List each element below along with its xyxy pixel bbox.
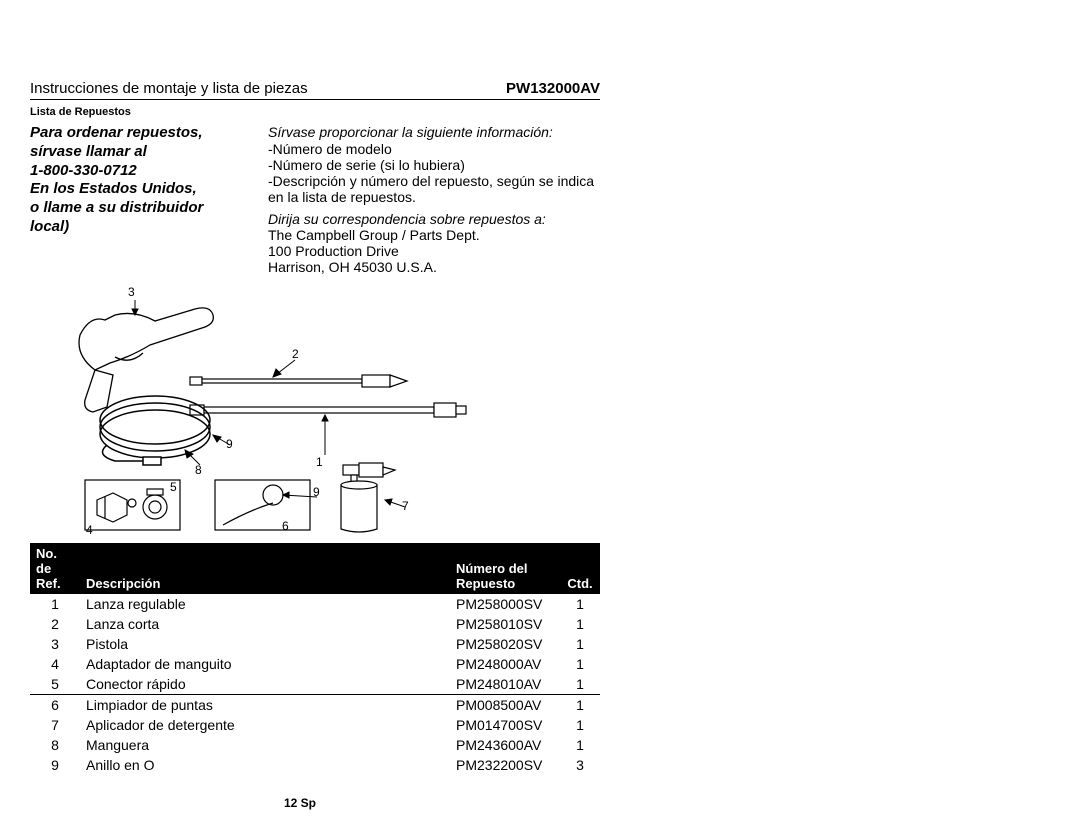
cell-part: PM248000AV xyxy=(450,654,560,674)
page-number: 12 Sp xyxy=(30,796,570,810)
cell-part: PM243600AV xyxy=(450,735,560,755)
header-model: PW132000AV xyxy=(506,80,600,97)
callout-9: 9 xyxy=(313,485,320,499)
cell-part: PM258000SV xyxy=(450,594,560,614)
cell-qty: 1 xyxy=(560,735,600,755)
address-line: Harrison, OH 45030 U.S.A. xyxy=(268,259,600,275)
order-line: 1-800-330-0712 xyxy=(30,162,250,181)
cell-desc: Pistola xyxy=(80,634,450,654)
info-bullet: -Número de serie (si lo hubiera) xyxy=(268,157,600,173)
col-ref: No. de Ref. xyxy=(30,543,80,594)
section-label: Lista de Repuestos xyxy=(30,106,600,118)
table-row: 7Aplicador de detergentePM014700SV1 xyxy=(30,715,600,735)
cell-qty: 1 xyxy=(560,594,600,614)
table-row: 1Lanza regulablePM258000SV1 xyxy=(30,594,600,614)
cell-part: PM258020SV xyxy=(450,634,560,654)
address-intro: Dirija su correspondencia sobre repuesto… xyxy=(268,211,600,227)
info-bullet: -Descripción y número del repuesto, segú… xyxy=(268,173,600,205)
cell-ref: 3 xyxy=(30,634,80,654)
col-qty: Ctd. xyxy=(560,543,600,594)
info-bullet: -Número de modelo xyxy=(268,141,600,157)
cell-part: PM258010SV xyxy=(450,614,560,634)
cell-part: PM232200SV xyxy=(450,755,560,775)
table-row: 8MangueraPM243600AV1 xyxy=(30,735,600,755)
cell-qty: 1 xyxy=(560,634,600,654)
callout-9: 9 xyxy=(226,437,233,451)
cell-ref: 9 xyxy=(30,755,80,775)
cell-ref: 5 xyxy=(30,674,80,695)
cell-part: PM014700SV xyxy=(450,715,560,735)
cell-part: PM008500AV xyxy=(450,695,560,716)
callout-4: 4 xyxy=(86,523,93,537)
cell-qty: 3 xyxy=(560,755,600,775)
order-line: Para ordenar repuestos, xyxy=(30,124,250,143)
col-desc: Descripción xyxy=(80,543,450,594)
address-line: 100 Production Drive xyxy=(268,243,600,259)
page-header: Instrucciones de montaje y lista de piez… xyxy=(30,80,600,100)
header-title: Instrucciones de montaje y lista de piez… xyxy=(30,80,308,97)
cell-desc: Anillo en O xyxy=(80,755,450,775)
cell-ref: 8 xyxy=(30,735,80,755)
cell-qty: 1 xyxy=(560,695,600,716)
order-line: local) xyxy=(30,218,250,237)
callout-2: 2 xyxy=(292,347,299,361)
intro-columns: Para ordenar repuestos, sírvase llamar a… xyxy=(30,124,600,275)
callout-8: 8 xyxy=(195,463,202,477)
cell-qty: 1 xyxy=(560,654,600,674)
table-row: 9Anillo en OPM232200SV3 xyxy=(30,755,600,775)
cell-qty: 1 xyxy=(560,674,600,695)
callout-5: 5 xyxy=(170,480,177,494)
table-row: 2Lanza cortaPM258010SV1 xyxy=(30,614,600,634)
cell-ref: 2 xyxy=(30,614,80,634)
cell-qty: 1 xyxy=(560,715,600,735)
cell-qty: 1 xyxy=(560,614,600,634)
order-line: o llame a su distribuidor xyxy=(30,199,250,218)
cell-ref: 4 xyxy=(30,654,80,674)
parts-diagram: 3 2 1 8 9 4 5 6 9 7 xyxy=(30,285,600,535)
cell-desc: Lanza regulable xyxy=(80,594,450,614)
callout-3: 3 xyxy=(128,285,135,299)
cell-ref: 1 xyxy=(30,594,80,614)
cell-desc: Lanza corta xyxy=(80,614,450,634)
table-row: 4Adaptador de manguitoPM248000AV1 xyxy=(30,654,600,674)
info-intro: Sírvase proporcionar la siguiente inform… xyxy=(268,124,600,140)
col-part: Número del Repuesto xyxy=(450,543,560,594)
cell-desc: Aplicador de detergente xyxy=(80,715,450,735)
table-row: 5Conector rápidoPM248010AV1 xyxy=(30,674,600,695)
cell-desc: Manguera xyxy=(80,735,450,755)
contact-info: Sírvase proporcionar la siguiente inform… xyxy=(268,124,600,275)
callout-7: 7 xyxy=(402,499,409,513)
parts-table: No. de Ref. Descripción Número del Repue… xyxy=(30,543,600,775)
cell-part: PM248010AV xyxy=(450,674,560,695)
table-row: 6Limpiador de puntasPM008500AV1 xyxy=(30,695,600,716)
address-line: The Campbell Group / Parts Dept. xyxy=(268,227,600,243)
callout-1: 1 xyxy=(316,455,323,469)
parts-tbody: 1Lanza regulablePM258000SV12Lanza cortaP… xyxy=(30,594,600,775)
cell-desc: Adaptador de manguito xyxy=(80,654,450,674)
cell-desc: Limpiador de puntas xyxy=(80,695,450,716)
cell-desc: Conector rápido xyxy=(80,674,450,695)
cell-ref: 6 xyxy=(30,695,80,716)
callout-6: 6 xyxy=(282,519,289,533)
table-row: 3PistolaPM258020SV1 xyxy=(30,634,600,654)
order-line: En los Estados Unidos, xyxy=(30,180,250,199)
order-line: sírvase llamar al xyxy=(30,143,250,162)
order-info: Para ordenar repuestos, sírvase llamar a… xyxy=(30,124,250,275)
cell-ref: 7 xyxy=(30,715,80,735)
